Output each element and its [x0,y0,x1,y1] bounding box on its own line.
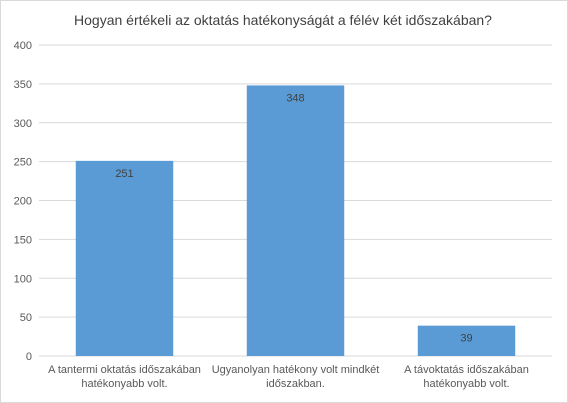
x-tick-label: hatékonyabb volt. [81,378,167,390]
bar [417,325,516,356]
y-tick-label: 200 [14,196,32,208]
y-tick-label: 0 [26,351,32,363]
data-label: 39 [460,333,472,345]
y-tick-label: 100 [14,273,32,285]
x-tick-label: A távoktatás időszakában [404,364,529,376]
x-tick-label: Ugyanolyan hatékony volt mindkét [212,364,380,376]
chart-title: Hogyan értékeli az oktatás hatékonyságát… [74,12,492,28]
y-tick-label: 350 [14,79,32,91]
bar [75,160,174,356]
y-tick-label: 400 [14,40,32,52]
y-tick-label: 150 [14,234,32,246]
y-tick-label: 300 [14,118,32,130]
data-label: 348 [286,92,304,104]
y-tick-label: 50 [20,312,32,324]
bar [246,85,345,357]
data-label: 251 [115,168,133,180]
x-tick-label: A tantermi oktatás időszakában [48,364,201,376]
x-tick-label: időszakban. [266,378,325,390]
x-tick-label: hatékonyabb volt. [423,378,509,390]
y-tick-label: 250 [14,157,32,169]
